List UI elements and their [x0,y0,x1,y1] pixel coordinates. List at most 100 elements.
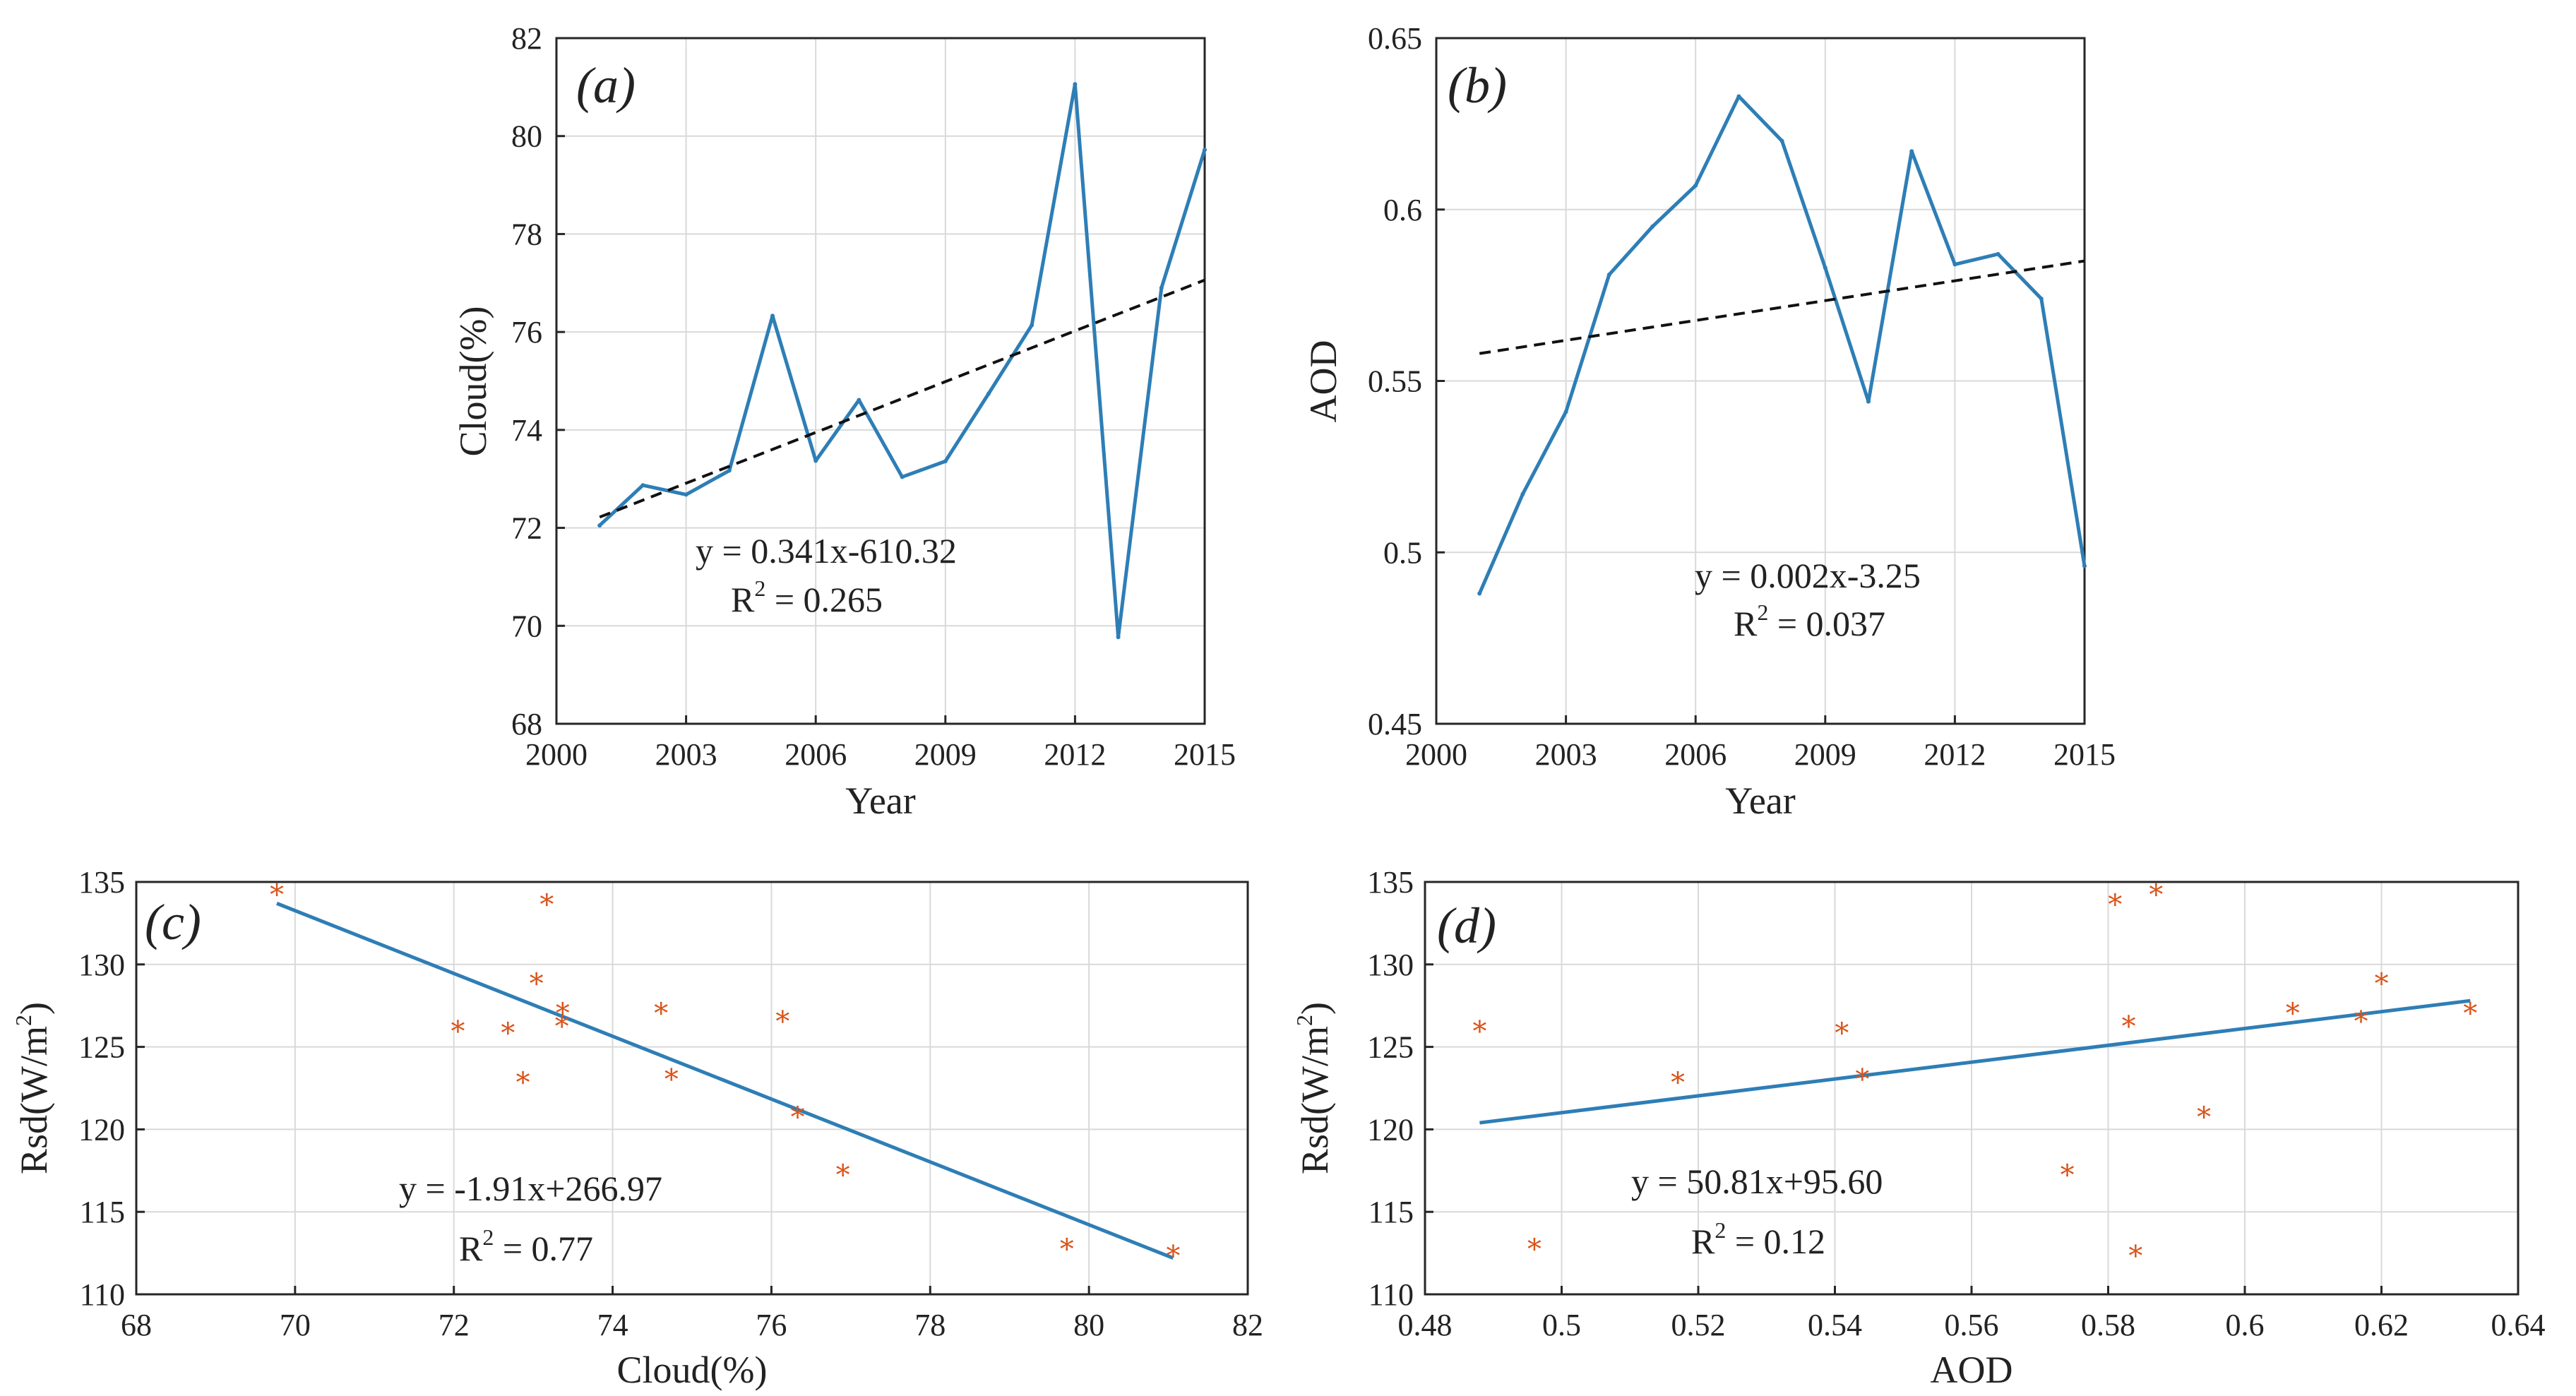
scatter-point: ∗ [448,1010,467,1042]
scatter-point: ∗ [788,1096,807,1128]
panel-c-grid [136,881,1248,1295]
data-point [1779,138,1784,143]
data-point [813,458,818,463]
panel-d-y-ticks: 110 115 120 125 130 135 [1367,865,1433,1312]
scatter-point: ∗ [2147,873,2166,905]
scatter-point: ∗ [2461,992,2480,1024]
y-tick-label: 80 [511,119,542,154]
x-tick-label: 0.6 [2226,1308,2265,1342]
panel-b-y-label: AOD [1302,340,1344,423]
scatter-point: ∗ [1668,1061,1687,1093]
data-point [1203,148,1207,153]
data-point [597,523,602,528]
panel-c-marks: ∗ ∗∗∗ ∗∗∗∗∗∗∗∗∗∗ ∗ [267,873,1183,1266]
data-point [1073,82,1078,87]
data-point [2082,563,2087,568]
y-tick-label: 68 [511,707,542,741]
scatter-point: ∗ [2194,1096,2213,1128]
panel-c-equation: y = -1.91x+266.97 [399,1169,662,1208]
panel-a-y-ticks: 68 70 72 74 76 78 80 82 [511,21,565,741]
data-point [1520,491,1525,496]
panel-d-r2: R2 = 0.12 [1691,1217,1825,1261]
panel-d-equation: y = 50.81x+95.60 [1631,1162,1883,1201]
panel-d-grid [1424,881,2519,1295]
panel-c-y-ticks: 110 115 120 125 130 135 [78,865,145,1312]
data-point [1866,399,1871,404]
data-point [1563,410,1568,414]
scatter-point: ∗ [1057,1228,1076,1260]
y-tick-label: 130 [78,948,125,982]
x-tick-label: 74 [597,1308,628,1342]
fit-line [1479,998,2471,1125]
x-tick-label: 2012 [1924,737,1986,772]
panel-d-marks: ∗∗∗∗∗∗∗∗∗∗∗∗ ∗∗∗ [1470,873,2480,1266]
panel-b-equation: y = 0.002x-3.25 [1695,556,1921,595]
y-tick-label: 115 [1368,1195,1414,1229]
x-tick-label: 72 [439,1308,470,1342]
data-point [1477,591,1482,596]
x-tick-label: 0.58 [2081,1308,2135,1342]
x-tick-label: 0.52 [1671,1308,1726,1342]
panel-d-x-label: AOD [1931,1349,2013,1391]
scatter-point: ∗ [2351,1000,2371,1032]
data-point [1909,149,1914,154]
scatter-point: ∗ [267,873,286,905]
trend-line [1479,259,2085,355]
panel-a-equation: y = 0.341x-610.32 [696,531,957,571]
x-tick-label: 2009 [1794,737,1856,772]
y-tick-label: 72 [511,511,542,546]
panel-a-r2: R2 = 0.265 [731,575,883,619]
x-tick-label: 2009 [914,737,977,772]
scatter-point: ∗ [2119,1005,2138,1037]
panel-d-label: (d) [1437,897,1496,954]
x-tick-label: 2003 [655,737,717,772]
data-point [857,398,861,402]
panel-a-x-ticks: 2000 2003 2006 2009 2012 2015 [525,715,1236,772]
data-point [1736,94,1741,99]
y-tick-label: 125 [78,1030,125,1065]
panel-c-y-label: Rsd(W/m2) [11,1002,55,1174]
x-tick-label: 2012 [1044,737,1106,772]
scatter-point: ∗ [2106,883,2125,914]
data-point [1996,251,2000,256]
panel-b-r2: R2 = 0.037 [1734,599,1885,643]
panel-b-label: (b) [1448,57,1507,114]
data-point [1159,285,1164,290]
panel-b-x-ticks: 2000 2003 2006 2009 2012 2015 [1405,715,2116,772]
y-tick-label: 110 [1368,1277,1414,1312]
x-tick-label: 2000 [525,737,588,772]
panel-a-label: (a) [576,57,636,114]
y-tick-label: 0.5 [1383,535,1422,570]
x-tick-label: 82 [1232,1308,1263,1342]
data-point [900,475,905,479]
y-tick-label: 0.6 [1383,193,1422,227]
scatter-point: ∗ [537,883,556,914]
y-tick-label: 120 [1367,1112,1414,1147]
y-tick-label: 135 [78,865,125,900]
x-tick-label: 0.64 [2491,1308,2546,1342]
data-point [1606,272,1611,277]
panel-a-grid [556,37,1205,724]
data-point [1116,635,1121,640]
x-tick-label: 2000 [1405,737,1467,772]
data-point [986,391,991,396]
x-tick-label: 2015 [1174,737,1236,772]
scatter-point: ∗ [513,1061,532,1093]
scatter-point: ∗ [552,1005,571,1037]
data-point [1823,266,1827,270]
x-tick-label: 2006 [1664,737,1727,772]
data-point [684,492,688,497]
x-tick-label: 80 [1073,1308,1104,1342]
scatter-point: ∗ [833,1153,852,1185]
scatter-point: ∗ [499,1012,518,1044]
scatter-point: ∗ [2126,1234,2145,1266]
y-tick-label: 0.65 [1368,21,1422,56]
scatter-point: ∗ [652,992,671,1024]
x-tick-label: 2006 [785,737,847,772]
scatter-point: ∗ [1853,1058,1872,1090]
y-tick-label: 82 [511,21,542,56]
data-point [1650,225,1654,229]
y-tick-label: 125 [1367,1030,1414,1065]
